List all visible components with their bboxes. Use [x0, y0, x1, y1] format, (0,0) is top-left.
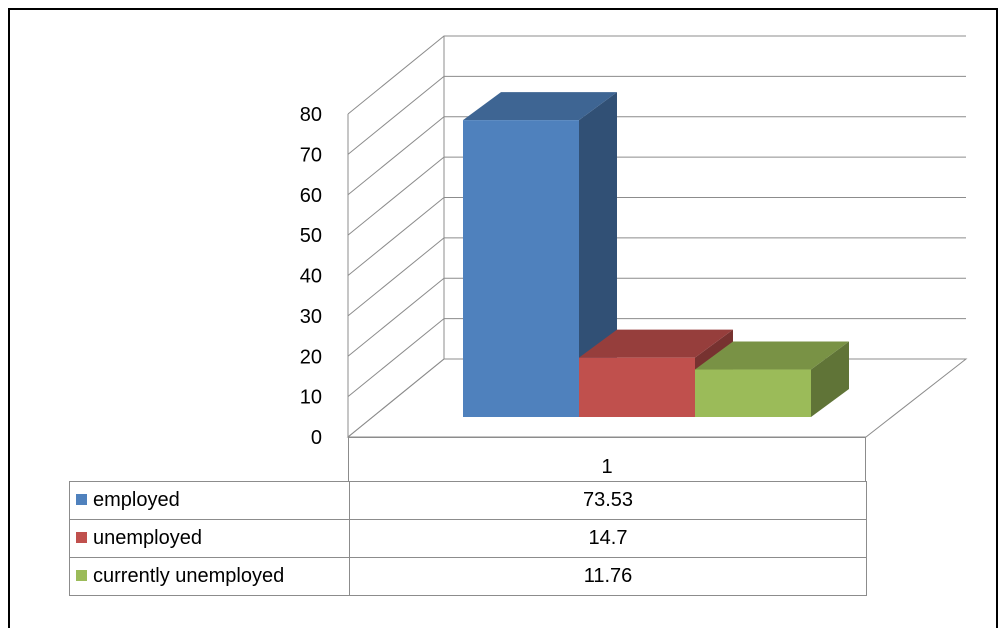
y-tick-label: 0 [311, 427, 322, 449]
y-tick-label: 50 [300, 225, 322, 247]
chart-frame [8, 8, 998, 628]
data-table: employed 73.53 unemployed 14.7 currently une… [69, 481, 867, 596]
gridline [347, 277, 966, 357]
y-tick-label: 60 [300, 185, 322, 207]
bar-front-face [695, 369, 811, 417]
bar-top-face [579, 329, 733, 358]
series-cell: currently unemployed [69, 557, 350, 596]
series-cell: unemployed [69, 519, 350, 558]
y-tick-label: 40 [300, 266, 322, 288]
value-cell: 14.7 [349, 519, 867, 558]
y-tick-label: 30 [300, 306, 322, 328]
bar-unemployed [579, 329, 733, 417]
gridline [347, 116, 966, 196]
series-cell: employed [69, 481, 350, 520]
legend-swatch [76, 570, 87, 581]
value-cell: 11.76 [349, 557, 867, 596]
gridline [347, 237, 966, 317]
gridline [347, 75, 966, 155]
bar-front-face [463, 120, 579, 418]
table-row: currently unemployed 11.76 [69, 557, 867, 596]
legend-swatch [76, 494, 87, 505]
bar-currently-unemployed [695, 341, 849, 417]
y-tick-label: 20 [300, 346, 322, 368]
category-label: 1 [601, 456, 613, 478]
legend-label: employed [93, 489, 180, 511]
y-axis-ticks: 0 10 20 30 40 50 60 70 80 [300, 104, 322, 449]
category-header: 1 [348, 437, 866, 482]
y-tick-label: 10 [300, 387, 322, 409]
legend-label: currently unemployed [93, 565, 285, 587]
legend-label: unemployed [93, 527, 202, 549]
gridline [347, 197, 966, 276]
bar-top-face [695, 341, 849, 370]
table-row: unemployed 14.7 [69, 519, 867, 558]
bar-employed [463, 92, 617, 418]
bar-top-face [463, 92, 617, 121]
gridlines [347, 35, 966, 438]
gridline [347, 318, 966, 398]
legend-swatch [76, 532, 87, 543]
bar-side-face [811, 341, 849, 417]
bar-front-face [579, 357, 695, 417]
y-tick-label: 70 [300, 144, 322, 166]
y-tick-label: 80 [300, 104, 322, 126]
gridline [347, 35, 966, 115]
bars [463, 92, 849, 418]
bar-side-face [579, 92, 617, 418]
value-cell: 73.53 [349, 481, 867, 520]
table-row: employed 73.53 [69, 481, 867, 520]
gridline [347, 156, 966, 236]
